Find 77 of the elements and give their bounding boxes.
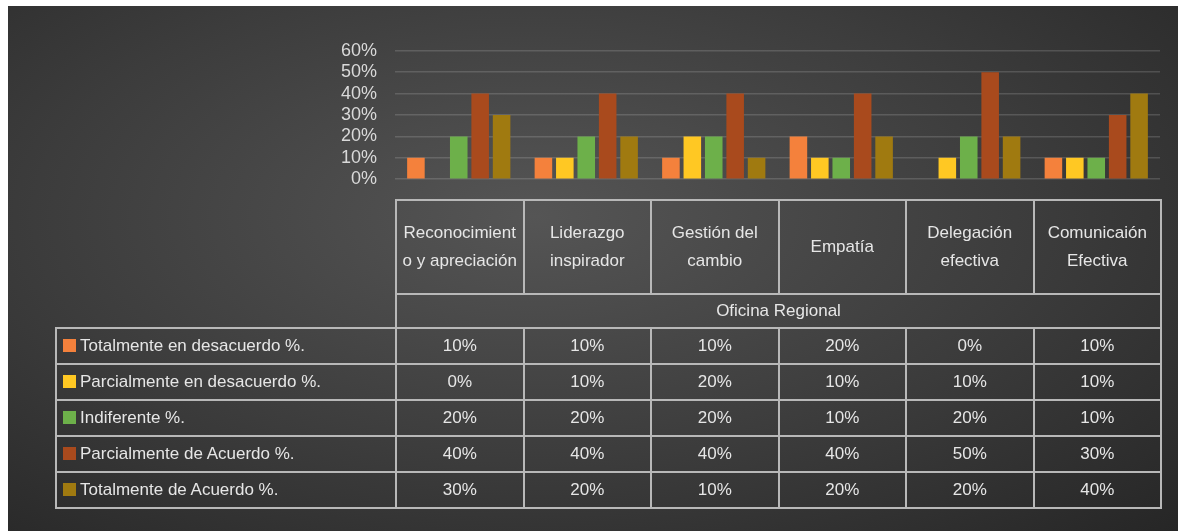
data-label: 40% [778,436,906,472]
legend-label: Parcialmente en desacuerdo %. [80,372,321,391]
x-tick-label: Reconocimiento y apreciación [396,200,524,294]
x-tick-label: Empatía [778,200,906,294]
bar [1108,115,1127,179]
data-label: 40% [651,436,779,472]
y-tick-label: 50% [340,61,377,82]
bar [853,93,872,179]
data-label: 10% [906,364,1034,400]
data-label: 10% [1033,364,1161,400]
x-axis-title: Oficina Regional [396,294,1161,328]
data-label: 10% [523,328,651,364]
data-label: 20% [523,472,651,508]
x-tick-label: Delegación efectiva [906,200,1034,294]
data-label: 10% [778,364,906,400]
data-label: 20% [651,400,779,436]
data-label: 20% [523,400,651,436]
data-label: 10% [778,400,906,436]
bar [556,157,574,179]
bar [704,136,723,179]
bar [959,136,978,179]
x-tick-label: Liderazgo inspirador [523,200,651,294]
data-label: 10% [651,472,779,508]
y-tick-label: 20% [340,125,377,146]
bar [1130,93,1148,179]
y-tick-label: 30% [340,103,377,124]
data-label: 40% [1033,472,1161,508]
bar [449,136,468,179]
data-label: 10% [1033,328,1161,364]
x-tick-label: Comunicaión Efectiva [1033,200,1161,294]
bar [534,157,553,179]
bar [1087,157,1106,179]
y-tick-label: 0% [350,168,377,189]
bar [1002,136,1021,179]
y-tick-label: 40% [340,82,377,103]
x-tick-label: Gestión del cambio [651,200,779,294]
bar [407,157,425,179]
data-label: 30% [1033,436,1161,472]
data-label: 10% [651,328,779,364]
data-label: 20% [396,400,524,436]
bar [1044,157,1063,179]
bar [747,157,766,179]
bar [981,72,999,179]
bar [471,93,489,179]
bar [662,157,680,179]
bar [620,136,638,179]
legend-label: Totalmente en desacuerdo %. [80,336,305,355]
data-label: 20% [651,364,779,400]
bar [811,157,829,179]
bar [598,93,617,179]
data-label: 10% [523,364,651,400]
data-label: 50% [906,436,1034,472]
legend-label: Totalmente de Acuerdo %. [80,480,279,499]
data-label: 0% [396,364,524,400]
bar [683,136,702,179]
bar [789,136,808,179]
bar [1066,157,1084,179]
data-label: 30% [396,472,524,508]
bar [492,115,511,179]
legend-label: Parcialmente de Acuerdo %. [80,444,295,463]
bar [938,157,957,179]
y-tick-label: 10% [340,146,377,167]
data-label: 20% [906,400,1034,436]
legend-label: Indiferente %. [80,408,185,427]
data-label: 40% [523,436,651,472]
data-label: 0% [906,328,1034,364]
data-label: 10% [396,328,524,364]
bar [726,93,744,179]
data-label: 20% [906,472,1034,508]
data-label: 20% [778,328,906,364]
y-tick-label: 60% [340,39,377,60]
data-label: 40% [396,436,524,472]
data-label: 10% [1033,400,1161,436]
bar [577,136,596,179]
data-label: 20% [778,472,906,508]
bar [875,136,893,179]
bar [832,157,851,179]
